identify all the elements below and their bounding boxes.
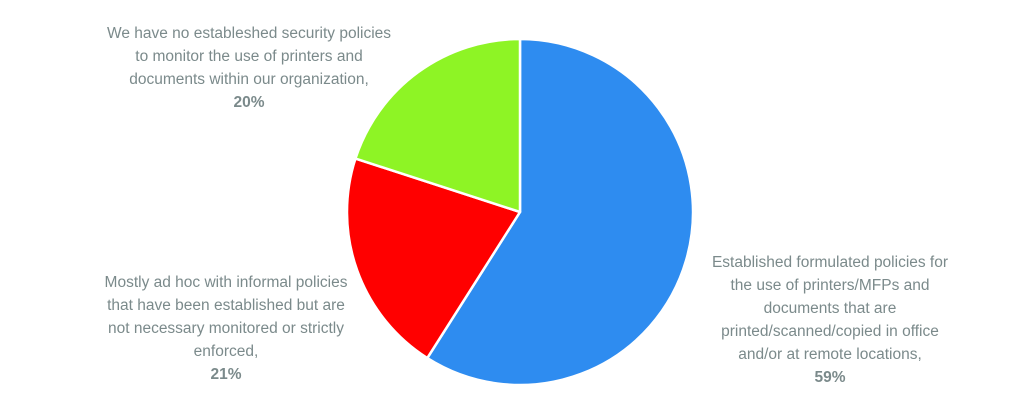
- slice-ad-hoc: [345, 157, 522, 360]
- value-label: 20%: [233, 94, 265, 111]
- label-line: Mostly ad hoc with informal policies: [104, 274, 348, 291]
- label-line: that have been established but are: [107, 297, 345, 314]
- label-line: We have no estableshed security policies: [106, 25, 392, 42]
- label-line: enforced,: [193, 343, 259, 360]
- value-label: 59%: [814, 369, 846, 386]
- slice-established: [426, 37, 695, 387]
- label-line: to monitor the use of printers and: [135, 48, 363, 65]
- label-ad-hoc: Mostly ad hoc with informal policies tha…: [105, 271, 348, 386]
- label-established: Established formulated policies for the …: [712, 251, 948, 389]
- label-line: printed/scanned/copied in office: [721, 323, 939, 340]
- label-line: documents within our organization,: [129, 71, 369, 88]
- label-line: and/or at remote locations,: [738, 346, 922, 363]
- label-none: We have no estableshed security policies…: [107, 22, 391, 114]
- value-label: 21%: [210, 366, 242, 383]
- label-line: Established formulated policies for: [711, 254, 949, 271]
- label-line: the use of printers/MFPs and: [730, 277, 930, 294]
- label-line: not necessary monitored or strictly: [107, 320, 345, 337]
- label-line: documents that are: [763, 300, 897, 317]
- slice-none: [354, 37, 522, 214]
